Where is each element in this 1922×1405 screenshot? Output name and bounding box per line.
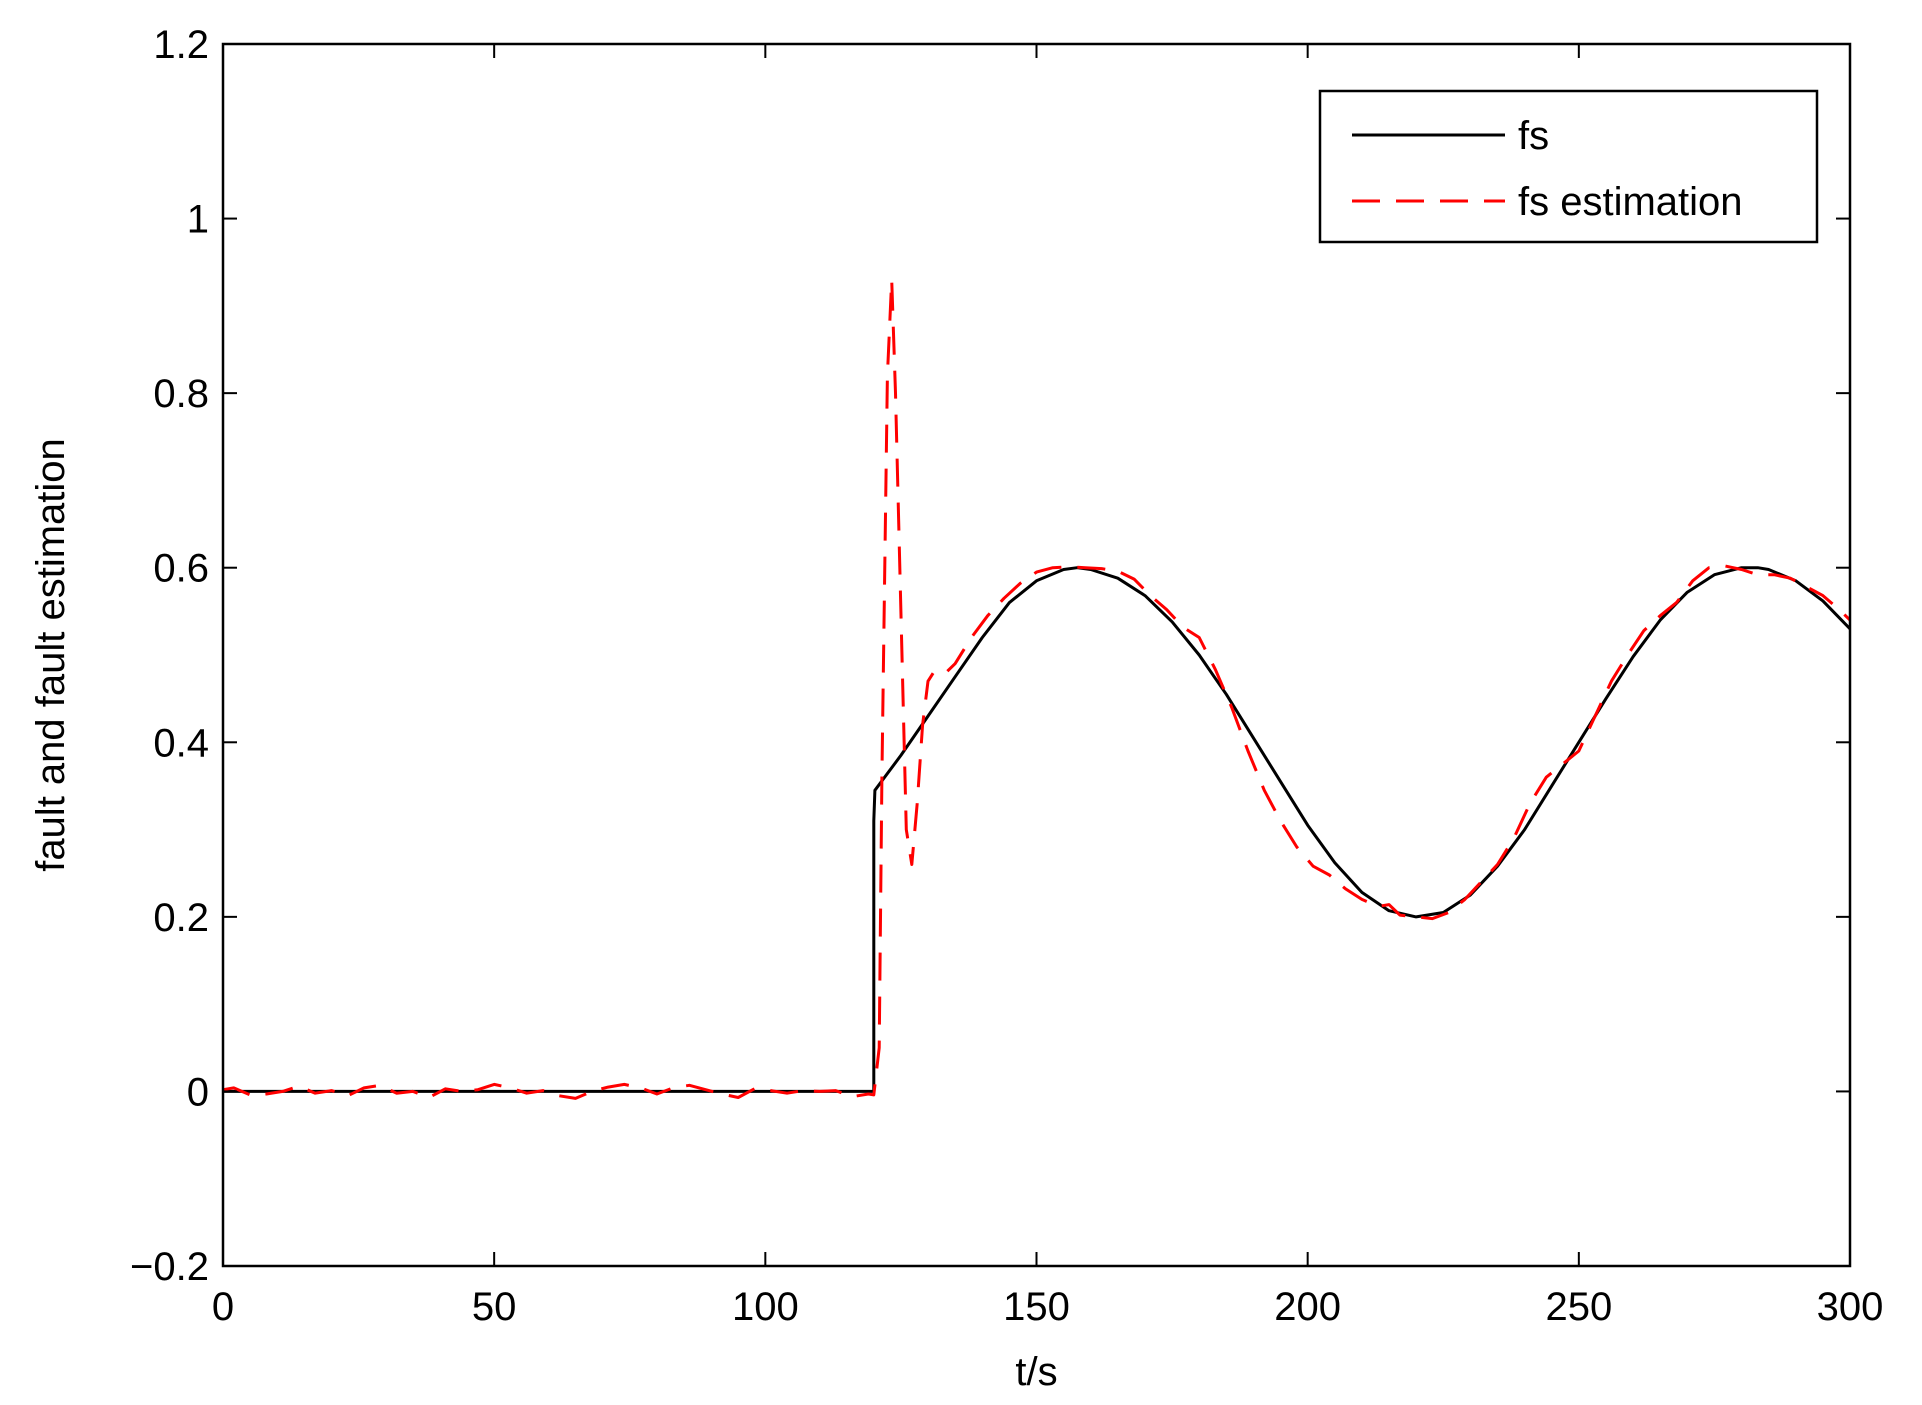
series-line-fs-estimation xyxy=(222,278,1852,1100)
y-tick-label: −0.2 xyxy=(130,1245,209,1289)
plot-frame xyxy=(221,42,1852,1268)
series-layer xyxy=(222,278,1852,1100)
x-tick-label: 300 xyxy=(1817,1285,1884,1329)
y-tick-label: 1 xyxy=(187,198,209,242)
ticks-layer: 0 50 100 150 200 250 300−0.200.20.40.60.811.2 xyxy=(130,23,1883,1329)
x-tick-label: 0 xyxy=(212,1285,234,1329)
series-line-fs xyxy=(223,566,1852,1093)
x-tick-label: 150 xyxy=(1003,1285,1070,1329)
y-tick-label: 0.8 xyxy=(153,372,209,416)
legend-box xyxy=(1318,89,1819,244)
x-axis-label: t/s xyxy=(1015,1350,1057,1394)
y-tick-label: 0.2 xyxy=(153,896,209,940)
x-tick-label: 100 xyxy=(732,1285,799,1329)
y-tick-label: 0 xyxy=(187,1070,209,1114)
legend: fs fs estimation xyxy=(1318,89,1819,244)
y-tick-label: 0.6 xyxy=(153,547,209,591)
legend-label-fs: fs xyxy=(1518,114,1549,158)
x-tick-label: 250 xyxy=(1545,1285,1612,1329)
y-axis-label: fault and fault estimation xyxy=(29,438,73,872)
y-tick-label: 1.2 xyxy=(153,23,209,67)
y-tick-label: 0.4 xyxy=(153,721,209,765)
x-tick-label: 200 xyxy=(1274,1285,1341,1329)
legend-label-fs-estimation: fs estimation xyxy=(1518,180,1743,224)
x-tick-label: 50 xyxy=(472,1285,517,1329)
